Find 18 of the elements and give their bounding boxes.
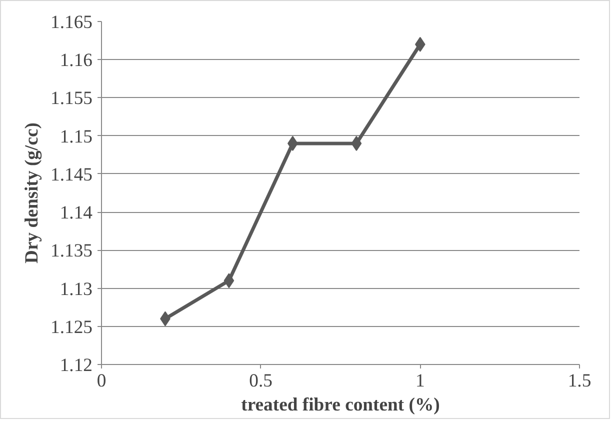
x-tick-label: 0 [96,370,106,392]
point [351,136,362,151]
y-tick-label: 1.135 [50,240,93,262]
y-tick-label: 1.12 [60,355,93,376]
y-tick-label: 1.16 [60,50,93,72]
point [224,273,234,288]
x-tick-label: 1 [416,370,425,392]
y-axis-title: Dry density (g/cc) [22,122,43,264]
y-tick-label: 1.15 [60,126,93,148]
x-tick-label: 0.5 [249,370,272,392]
y-tick-label: 1.14 [60,202,94,224]
y-tick-label: 1.125 [50,316,93,338]
y-tick-label: 1.145 [50,164,93,186]
x-axis-title: treated fibre content (%) [241,394,440,416]
x-tick-label: 1.5 [568,370,592,392]
y-tick-label: 1.13 [60,278,93,300]
y-tick-label: 1.155 [50,88,93,110]
y-tick-label: 1.165 [50,12,93,33]
